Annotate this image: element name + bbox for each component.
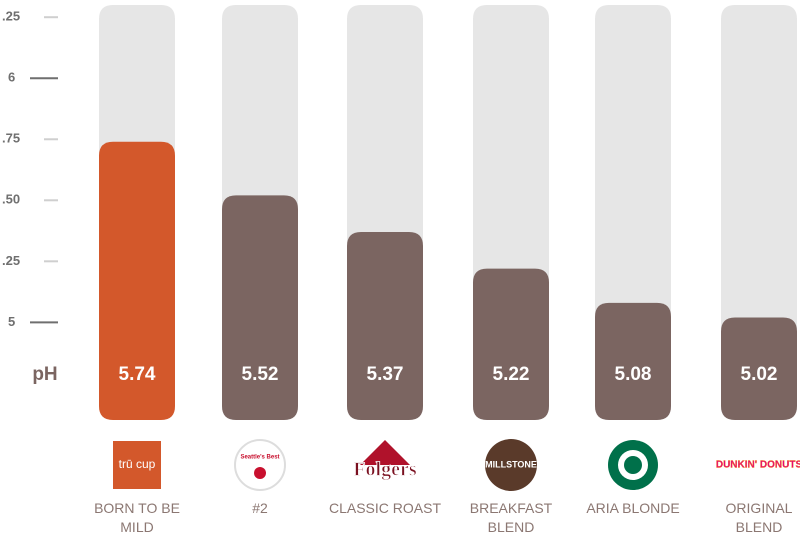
logo-text: Seattle's Best bbox=[240, 455, 279, 461]
logo: Folgers bbox=[353, 440, 417, 481]
logo: Seattle's Best bbox=[234, 439, 286, 491]
logo-text: MILLSTONE bbox=[485, 459, 537, 469]
bar bbox=[595, 302, 671, 420]
bar bbox=[99, 141, 175, 421]
logo-face bbox=[624, 456, 642, 474]
y-tick-label: .25 bbox=[2, 9, 20, 24]
category-label: CLASSIC ROAST bbox=[328, 500, 442, 516]
logo bbox=[608, 440, 658, 490]
bar-track bbox=[721, 5, 797, 420]
value-label: 5.22 bbox=[493, 364, 530, 385]
value-label: 5.37 bbox=[367, 364, 404, 385]
category-label: BORN TO BE MILD bbox=[94, 500, 180, 534]
bar bbox=[222, 195, 298, 420]
logo: trū cup bbox=[113, 441, 161, 489]
category-label: ARIA BLONDE bbox=[586, 500, 680, 516]
logo-drop bbox=[254, 467, 266, 479]
bar bbox=[473, 268, 549, 420]
logo-text: Folgers bbox=[353, 459, 417, 481]
logo-text: DUNKIN' DONUTS bbox=[716, 460, 800, 471]
y-tick-label: .25 bbox=[2, 253, 20, 268]
category-label: BREAKFAST BLEND bbox=[469, 500, 553, 534]
logo: MILLSTONE bbox=[485, 439, 537, 491]
logo-bg bbox=[234, 439, 286, 491]
y-tick-label: 5 bbox=[8, 314, 15, 329]
y-tick-label: .75 bbox=[2, 131, 20, 146]
logo-bg bbox=[113, 441, 161, 489]
bar bbox=[721, 317, 797, 420]
bar bbox=[347, 232, 423, 420]
category-label: #2 bbox=[252, 500, 268, 516]
logo: DUNKIN' DONUTS bbox=[716, 459, 800, 471]
value-label: 5.74 bbox=[119, 364, 156, 385]
axis-label: pH bbox=[32, 364, 57, 385]
y-tick-label: 6 bbox=[8, 70, 15, 85]
value-label: 5.52 bbox=[242, 364, 279, 385]
logo-mountain bbox=[360, 440, 410, 465]
value-label: 5.08 bbox=[615, 364, 652, 385]
y-tick-label: .50 bbox=[2, 192, 20, 207]
category-label: ORIGINAL BLEND bbox=[725, 500, 793, 534]
value-label: 5.02 bbox=[741, 364, 778, 385]
logo-text: trū cup bbox=[119, 457, 156, 471]
logo-bg bbox=[485, 439, 537, 491]
